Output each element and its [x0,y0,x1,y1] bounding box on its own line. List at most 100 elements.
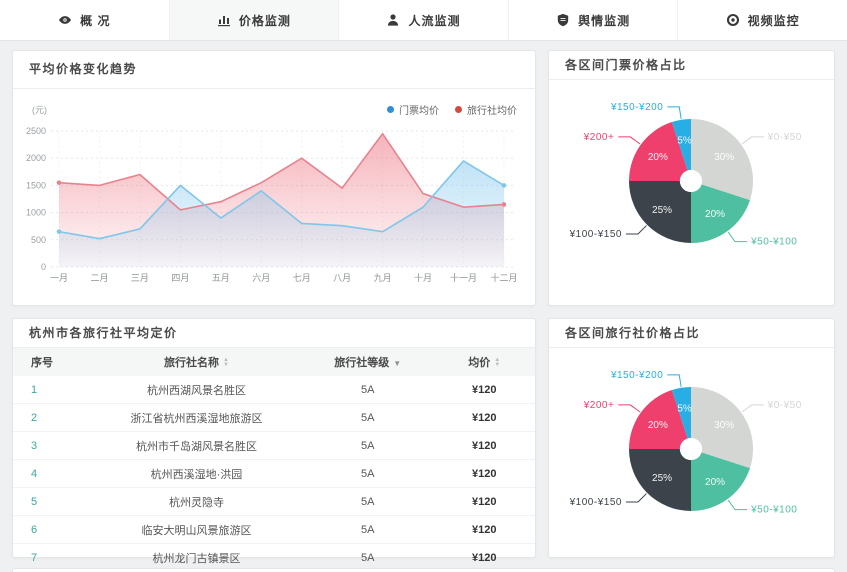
pie-slice-¥0-¥50[interactable] [691,387,753,469]
series-endpoint-dot [56,229,62,234]
sort-icon[interactable]: ▲ ▼ [222,357,229,369]
pie-callout-line [741,136,764,145]
pie-callout-line [727,231,748,243]
pie-callout-line [667,374,682,387]
x-axis-label: 十月 [414,272,432,283]
pie-percent-label: 5% [677,404,692,415]
tab-overview[interactable]: 概 况 [0,0,169,40]
y-axis-tick: 0 [41,262,46,272]
tab-label: 舆情监测 [578,13,631,28]
legend-dot-icon [387,106,394,113]
y-axis-tick: 1000 [26,208,46,218]
pie-slice-¥50-¥100[interactable] [691,449,750,511]
table-body: 1 杭州西湖风景名胜区 5A ¥120 2 浙江省杭州西溪湿地旅游区 5A ¥120 3 杭州市千… [13,376,535,571]
pie-callout-line [625,225,647,235]
next-panel-peek [12,568,835,572]
cell-agency-name: 临安大明山风景旅游区 [90,515,303,544]
pie-slice-¥150-¥200[interactable] [671,119,691,181]
pie-callout-line [727,499,748,511]
tab-crowd-monitor[interactable]: 人流监测 [338,0,508,40]
table-column-header-0: 序号 [13,348,91,376]
pie-slice-¥50-¥100[interactable] [691,181,750,243]
y-axis-unit: (元) [32,105,47,115]
pie-slice-¥100-¥150[interactable] [629,181,691,243]
cell-agency-name: 杭州市千岛湖风景名胜区 [90,431,303,460]
trend-line-chart: 0 500 1000 1500 2000 2500 一月 二月 三月 四月 五月 六月 七月 八月 九月 十月… [21,89,529,302]
panel-title-ticket-pie: 各区间门票价格占比 [549,51,834,80]
cell-grade: 5A [360,383,375,396]
cell-avg-price: ¥120 [433,459,535,488]
legend-label: 旅行社均价 [467,106,517,117]
pie-callout-line [618,136,641,145]
shield-icon [556,13,570,27]
cell-index: 1 [31,383,38,396]
table-row: 5 杭州灵隐寺 5A ¥120 [13,487,535,516]
table-row: 7 杭州龙门古镇景区 5A ¥120 [13,543,535,571]
panel-ticket-price-pie: 各区间门票价格占比 30% ¥0-¥50 20% ¥50-¥100 25% ¥100-¥1… [548,50,835,306]
cell-avg-price: ¥120 [433,515,535,544]
eye-icon [58,13,72,27]
people-icon [386,13,400,27]
legend-item-ticket-avg[interactable]: 门票均价 [387,102,439,117]
table-row: 6 临安大明山风景旅游区 5A ¥120 [13,515,535,544]
pie-slice-label: ¥0-¥50 [767,400,802,411]
pie-slice-label: ¥150-¥200 [610,102,663,113]
pie-percent-label: 5% [677,136,692,147]
pie-percent-label: 20% [705,477,725,488]
tab-price-monitor[interactable]: 价格监测 [168,0,339,40]
column-label: 均价 [468,357,491,369]
pie-slice-¥200+[interactable] [629,122,691,181]
table-row: 2 浙江省杭州西溪湿地旅游区 5A ¥120 [13,403,535,432]
table-column-header-1[interactable]: 旅行社名称 ▲ ▼ [90,348,303,376]
pie-slice-label: ¥0-¥50 [767,132,802,143]
table-column-header-2[interactable]: 旅行社等级 ▼ [302,348,434,376]
tab-label: 人流监测 [408,13,461,28]
series-endpoint-dot [56,180,62,185]
cell-avg-price: ¥120 [433,403,535,432]
pie-percent-label: 30% [714,420,734,431]
series-area-0 [59,160,504,267]
x-axis-label: 十二月 [490,272,517,283]
series-endpoint-dot [501,202,507,207]
table-row: 3 杭州市千岛湖风景名胜区 5A ¥120 [13,431,535,460]
pie-callout-line [667,106,682,119]
pie-slice-¥100-¥150[interactable] [629,449,691,511]
cell-grade: 5A [302,403,434,432]
x-axis-label: 七月 [293,273,311,283]
pie-slice-label: ¥200+ [583,132,615,143]
pie-percent-label: 20% [648,152,668,163]
cell-agency-name: 杭州西溪湿地·洪园 [90,459,303,488]
x-axis-label: 四月 [171,273,189,283]
agency-price-donut-chart: 30% ¥0-¥50 20% ¥50-¥100 25% ¥100-¥150 20% ¥200+… [549,347,834,564]
x-axis-label: 一月 [50,273,68,283]
donut-hole [679,169,703,193]
ticket-price-donut-chart: 30% ¥0-¥50 20% ¥50-¥100 25% ¥100-¥150 20% ¥200+… [549,79,834,296]
cell-agency-name: 杭州龙门古镇景区 [90,543,303,571]
table-column-header-3[interactable]: 均价 ▲ ▼ [433,348,535,376]
y-axis-tick: 2500 [26,126,46,136]
pie-callout-line [741,404,764,413]
tab-sentiment-monitor[interactable]: 舆情监测 [507,0,678,40]
filter-caret-icon[interactable]: ▼ [393,359,402,368]
donut-hole [679,437,703,461]
sort-icon[interactable]: ▲ ▼ [494,357,501,369]
legend-dot-icon [455,106,462,113]
column-label: 序号 [31,357,53,369]
legend-label: 门票均价 [399,106,439,117]
agency-pricing-table: 序号 旅行社名称 ▲ ▼ 旅行社等级 ▼ 均价 ▲ ▼ 1 杭州西湖风景名胜区 5A ¥120 2 浙江省… [13,348,535,571]
pie-slice-¥150-¥200[interactable] [671,387,691,449]
y-axis-tick: 500 [31,235,46,245]
cell-index: 4 [13,459,91,488]
tab-video-monitor[interactable]: 视频监控 [677,0,847,40]
pie-slice-label: ¥100-¥150 [569,497,622,508]
legend-item-agency-avg[interactable]: 旅行社均价 [455,102,517,117]
x-axis-label: 三月 [131,273,149,283]
cell-avg-price: ¥120 [433,431,535,460]
pie-callout-line [625,493,647,503]
pie-slice-¥0-¥50[interactable] [691,119,753,201]
cell-grade: 5A [302,515,434,544]
cell-grade: 5A [302,487,434,516]
x-axis-label: 八月 [333,273,351,283]
pie-slice-¥200+[interactable] [629,390,691,449]
pie-slice-label: ¥50-¥100 [750,237,797,248]
